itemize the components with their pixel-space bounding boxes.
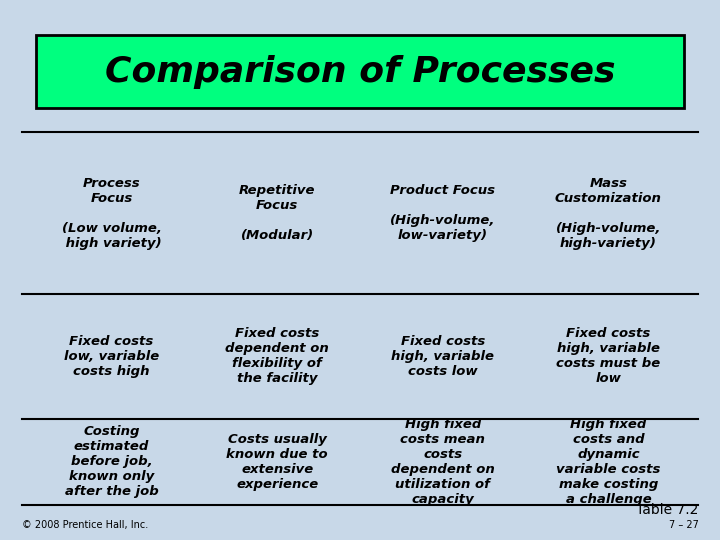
Text: Costing
estimated
before job,
known only
after the job: Costing estimated before job, known only… (65, 425, 158, 498)
FancyBboxPatch shape (36, 35, 684, 108)
Text: Comparison of Processes: Comparison of Processes (104, 55, 616, 89)
Text: 7 – 27: 7 – 27 (669, 520, 698, 530)
Text: High fixed
costs mean
costs
dependent on
utilization of
capacity: High fixed costs mean costs dependent on… (391, 418, 495, 505)
Text: Mass
Customization

(High-volume,
high-variety): Mass Customization (High-volume, high-va… (555, 177, 662, 250)
Text: Fixed costs
dependent on
flexibility of
the facility: Fixed costs dependent on flexibility of … (225, 327, 329, 386)
Text: Fixed costs
high, variable
costs must be
low: Fixed costs high, variable costs must be… (557, 327, 660, 386)
Text: Process
Focus

(Low volume,
 high variety): Process Focus (Low volume, high variety) (61, 177, 162, 250)
Text: Costs usually
known due to
extensive
experience: Costs usually known due to extensive exp… (226, 433, 328, 491)
Text: © 2008 Prentice Hall, Inc.: © 2008 Prentice Hall, Inc. (22, 520, 148, 530)
Text: Product Focus

(High-volume,
low-variety): Product Focus (High-volume, low-variety) (390, 184, 495, 242)
Text: Repetitive
Focus

(Modular): Repetitive Focus (Modular) (239, 184, 315, 242)
Text: High fixed
costs and
dynamic
variable costs
make costing
a challenge: High fixed costs and dynamic variable co… (557, 418, 660, 505)
Text: Fixed costs
high, variable
costs low: Fixed costs high, variable costs low (391, 335, 495, 378)
Text: Table 7.2: Table 7.2 (636, 503, 698, 517)
Text: Fixed costs
low, variable
costs high: Fixed costs low, variable costs high (64, 335, 159, 378)
